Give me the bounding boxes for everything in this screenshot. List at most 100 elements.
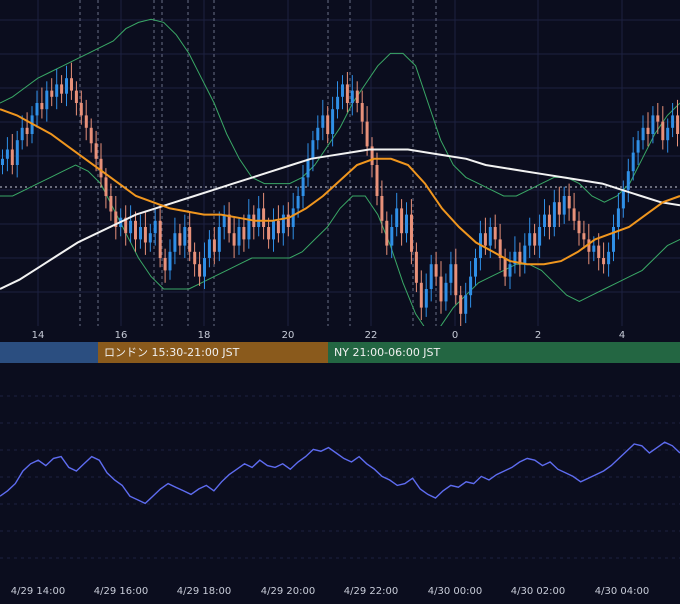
oscillator-chart[interactable] [0, 366, 680, 566]
candle [45, 81, 49, 122]
candle [267, 217, 271, 249]
candle-body [459, 295, 463, 314]
candle [508, 251, 512, 289]
candle-body [198, 264, 202, 277]
candle [365, 106, 369, 156]
candle [395, 192, 399, 237]
candle [70, 62, 73, 100]
candle-body [139, 227, 142, 240]
candle [168, 239, 172, 280]
candle-body [454, 264, 458, 296]
time-x-tick-label: 4/30 02:00 [511, 586, 565, 597]
candle-body [380, 196, 384, 221]
candle [656, 103, 660, 134]
candle-body [597, 245, 601, 258]
candle-body [257, 208, 261, 227]
session-tokyo [0, 342, 98, 363]
candle-body [498, 239, 502, 258]
price-x-tick-label: 4 [619, 330, 625, 341]
price-chart-pane[interactable] [0, 0, 680, 334]
candle-body [439, 276, 443, 302]
candle [25, 112, 29, 147]
candle [616, 192, 620, 240]
candle [281, 205, 285, 246]
candle-body [326, 115, 330, 134]
candle-body [183, 227, 187, 246]
candle [666, 118, 670, 153]
candle-body [336, 96, 340, 110]
candle [5, 137, 9, 172]
candle [20, 115, 24, 150]
candle-body [419, 282, 423, 308]
candle-body [99, 158, 103, 178]
candle [94, 130, 98, 172]
candle [400, 199, 404, 246]
candle-body [390, 227, 394, 246]
candle-body [124, 217, 128, 234]
candle [212, 227, 216, 265]
price-x-tick-label: 22 [365, 330, 378, 341]
candle-body [612, 227, 615, 252]
price-chart[interactable] [0, 0, 680, 334]
candle-body [65, 78, 68, 94]
candle-body [193, 251, 197, 265]
candle-body [400, 208, 404, 234]
candle [35, 90, 39, 128]
candle [252, 205, 256, 240]
candle-body [528, 233, 532, 246]
candle [602, 242, 606, 274]
candle [158, 205, 162, 268]
candle [523, 233, 527, 274]
candle-body [79, 103, 83, 116]
candle [429, 254, 433, 302]
candle-body [311, 140, 315, 159]
candle [459, 285, 463, 327]
candle [607, 242, 611, 277]
time-x-tick-label: 4/30 00:00 [428, 586, 482, 597]
candle-body [222, 214, 226, 227]
candle-body [508, 264, 512, 277]
candle [153, 208, 157, 246]
candle-body [375, 165, 379, 196]
time-x-tick-label: 4/30 04:00 [595, 586, 649, 597]
candle [557, 186, 561, 227]
candle [631, 137, 635, 181]
candle [390, 214, 394, 258]
candle-body [40, 103, 44, 110]
bollinger-lower-band [0, 164, 680, 334]
candle-body [163, 258, 167, 271]
candle-body [676, 115, 680, 134]
candle-body [656, 115, 660, 122]
candle [350, 75, 354, 116]
candle-body [424, 289, 428, 308]
time-x-axis-labels: 4/29 14:00 4/29 16:00 4/29 18:00 4/29 20:00… [11, 586, 649, 597]
candle [10, 134, 14, 175]
candle [316, 115, 320, 150]
candle [375, 152, 379, 206]
oscillator-pane[interactable] [0, 366, 680, 566]
candle [671, 103, 675, 138]
candle [513, 236, 517, 274]
candle-body [5, 149, 9, 159]
candle [518, 242, 522, 277]
candle [419, 270, 423, 320]
candle-body [552, 202, 556, 227]
candle [99, 143, 103, 187]
candle-body [301, 177, 305, 196]
candle [1, 149, 4, 175]
candle-body [587, 239, 591, 252]
candle-body [232, 233, 236, 246]
candle-body [286, 214, 290, 227]
candle-body [242, 227, 246, 240]
price-x-tick-label: 18 [198, 330, 211, 341]
candle [183, 214, 187, 258]
candle-body [1, 158, 4, 165]
candle [336, 81, 340, 119]
candle [79, 90, 83, 125]
candle-body [464, 295, 468, 314]
candle-body [503, 258, 507, 277]
candle-body [178, 233, 182, 246]
candle-body [168, 251, 172, 271]
candle [286, 202, 290, 237]
candle [188, 211, 192, 262]
